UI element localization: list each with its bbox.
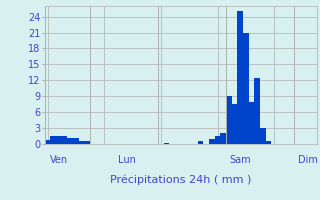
Text: Précipitations 24h ( mm ): Précipitations 24h ( mm ) xyxy=(110,174,252,185)
Bar xyxy=(68,138,73,144)
Bar xyxy=(209,139,215,144)
Bar xyxy=(266,141,271,144)
Bar xyxy=(79,141,84,144)
Bar xyxy=(254,78,260,144)
Bar xyxy=(198,141,204,144)
Text: Lun: Lun xyxy=(118,155,136,165)
Bar xyxy=(215,136,220,144)
Bar xyxy=(164,143,170,144)
Bar xyxy=(62,136,68,144)
Bar xyxy=(51,136,56,144)
Bar xyxy=(73,138,79,144)
Bar xyxy=(56,136,62,144)
Bar xyxy=(220,133,226,144)
Bar xyxy=(243,33,249,144)
Bar xyxy=(45,140,51,144)
Bar xyxy=(232,104,237,144)
Bar xyxy=(226,96,232,144)
Text: Sam: Sam xyxy=(229,155,251,165)
Bar xyxy=(260,128,266,144)
Text: Ven: Ven xyxy=(50,155,68,165)
Bar xyxy=(84,141,90,144)
Bar xyxy=(249,102,254,144)
Text: Dim: Dim xyxy=(298,155,318,165)
Bar xyxy=(237,11,243,144)
